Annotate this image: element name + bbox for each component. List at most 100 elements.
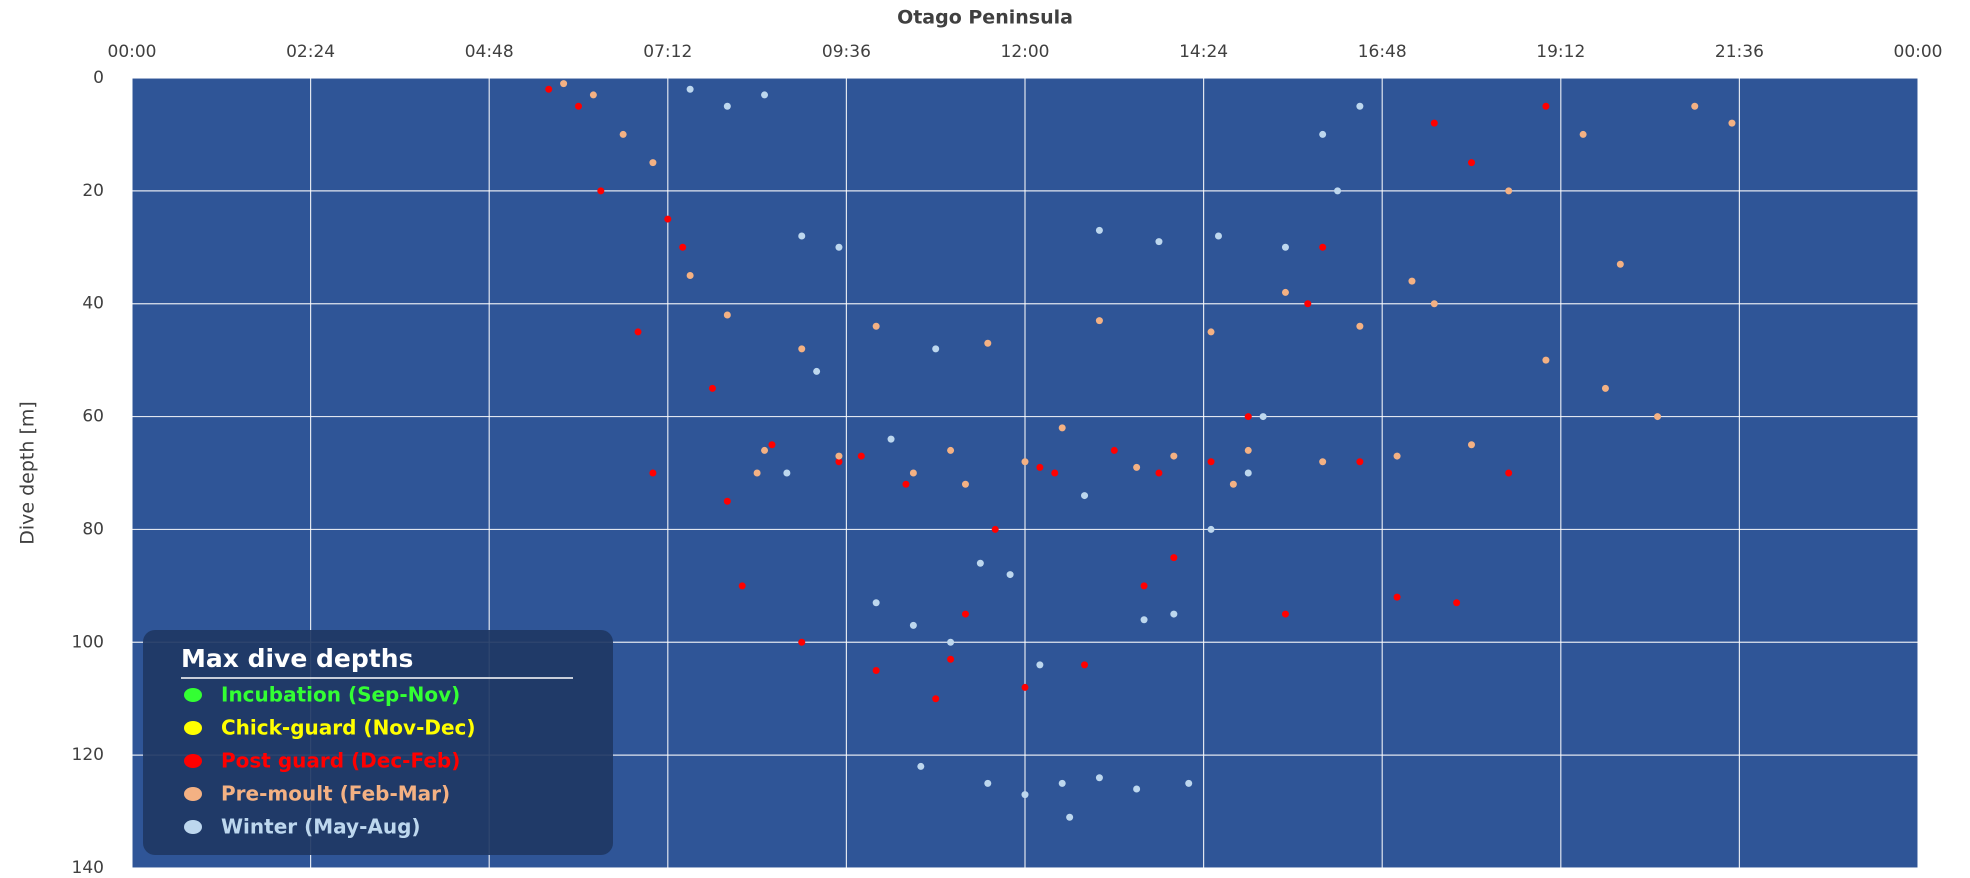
- data-point: [1036, 661, 1044, 669]
- y-tick-label: 80: [82, 519, 104, 539]
- x-tick-label: 14:24: [1179, 42, 1228, 62]
- data-point: [1319, 458, 1327, 466]
- legend-marker: [184, 721, 202, 735]
- y-tick-label: 40: [82, 294, 104, 314]
- data-point: [835, 243, 843, 251]
- chart-title: Otago Peninsula: [897, 7, 1073, 29]
- data-point: [1170, 452, 1178, 460]
- data-point: [619, 130, 627, 138]
- data-point: [1244, 413, 1252, 421]
- data-point: [991, 525, 999, 533]
- data-point: [1281, 610, 1289, 618]
- x-tick-label: 07:12: [643, 42, 692, 62]
- data-point: [679, 243, 687, 251]
- legend-box: [143, 630, 613, 855]
- data-point: [589, 91, 597, 99]
- data-point: [1468, 441, 1475, 449]
- x-tick-label: 00:00: [1894, 42, 1943, 62]
- data-point: [961, 610, 969, 618]
- data-point: [1095, 774, 1103, 782]
- data-point: [1244, 469, 1252, 477]
- y-tick-label: 100: [72, 632, 104, 652]
- data-point: [597, 187, 605, 195]
- data-point: [1058, 424, 1066, 432]
- data-point: [857, 452, 865, 460]
- y-tick-label: 140: [72, 858, 104, 878]
- data-point: [1430, 300, 1438, 308]
- data-point: [798, 638, 806, 646]
- data-point: [1304, 300, 1312, 308]
- data-point: [984, 779, 992, 787]
- data-point: [932, 345, 940, 353]
- data-point: [1170, 610, 1178, 618]
- legend-title: Max dive depths: [181, 644, 413, 673]
- data-point: [723, 102, 731, 110]
- data-point: [560, 80, 568, 88]
- data-point: [1334, 187, 1342, 195]
- x-tick-label: 00:00: [108, 42, 157, 62]
- data-point: [1728, 119, 1736, 127]
- data-point: [909, 621, 917, 629]
- data-point: [1021, 791, 1029, 799]
- data-point: [1214, 232, 1222, 240]
- data-point: [1453, 599, 1461, 607]
- x-tick-label: 16:48: [1358, 42, 1407, 62]
- data-point: [984, 339, 992, 347]
- data-point: [1081, 492, 1089, 500]
- data-point: [1036, 463, 1044, 471]
- data-point: [872, 599, 880, 607]
- data-point: [1207, 525, 1215, 533]
- data-point: [1430, 119, 1438, 127]
- data-point: [1095, 226, 1103, 234]
- data-point: [1505, 187, 1513, 195]
- data-point: [1207, 458, 1215, 466]
- data-point: [1654, 413, 1662, 421]
- legend-entry: Winter (May-Aug): [221, 815, 421, 839]
- data-point: [835, 452, 843, 460]
- data-point: [1155, 238, 1163, 246]
- data-point: [1356, 102, 1364, 110]
- data-point: [1601, 384, 1609, 392]
- data-point: [1133, 785, 1141, 793]
- data-point: [1616, 260, 1624, 268]
- data-point: [1259, 413, 1267, 421]
- data-point: [1319, 130, 1327, 138]
- data-point: [649, 469, 657, 477]
- data-point: [1110, 446, 1118, 454]
- data-point: [1155, 469, 1163, 477]
- data-point: [1542, 102, 1550, 110]
- y-axis-label: Dive depth [m]: [17, 401, 39, 545]
- data-point: [1021, 683, 1029, 691]
- data-point: [835, 458, 843, 466]
- data-point: [1468, 159, 1475, 167]
- data-point: [1185, 779, 1193, 787]
- data-point: [872, 667, 880, 674]
- data-point: [1281, 288, 1289, 296]
- data-point: [575, 102, 582, 110]
- y-tick-label: 20: [82, 181, 104, 201]
- data-point: [1356, 458, 1364, 466]
- data-point: [976, 559, 984, 567]
- y-tick-label: 120: [72, 745, 104, 765]
- data-point: [872, 322, 880, 330]
- legend-entry: Pre-moult (Feb-Mar): [221, 782, 450, 806]
- legend-marker: [184, 820, 202, 834]
- data-point: [723, 497, 731, 505]
- data-point: [761, 91, 769, 99]
- data-point: [932, 695, 940, 703]
- data-point: [686, 272, 694, 279]
- data-point: [1393, 593, 1401, 601]
- data-point: [708, 384, 716, 392]
- data-point: [1140, 616, 1148, 624]
- data-point: [961, 480, 969, 488]
- data-point: [738, 582, 746, 590]
- legend-entry: Incubation (Sep-Nov): [221, 683, 460, 707]
- data-point: [1691, 102, 1699, 110]
- y-tick-label: 60: [82, 407, 104, 427]
- data-point: [947, 446, 955, 454]
- data-point: [813, 367, 821, 375]
- data-point: [753, 469, 761, 477]
- x-tick-label: 12:00: [1001, 42, 1050, 62]
- data-point: [1066, 813, 1074, 821]
